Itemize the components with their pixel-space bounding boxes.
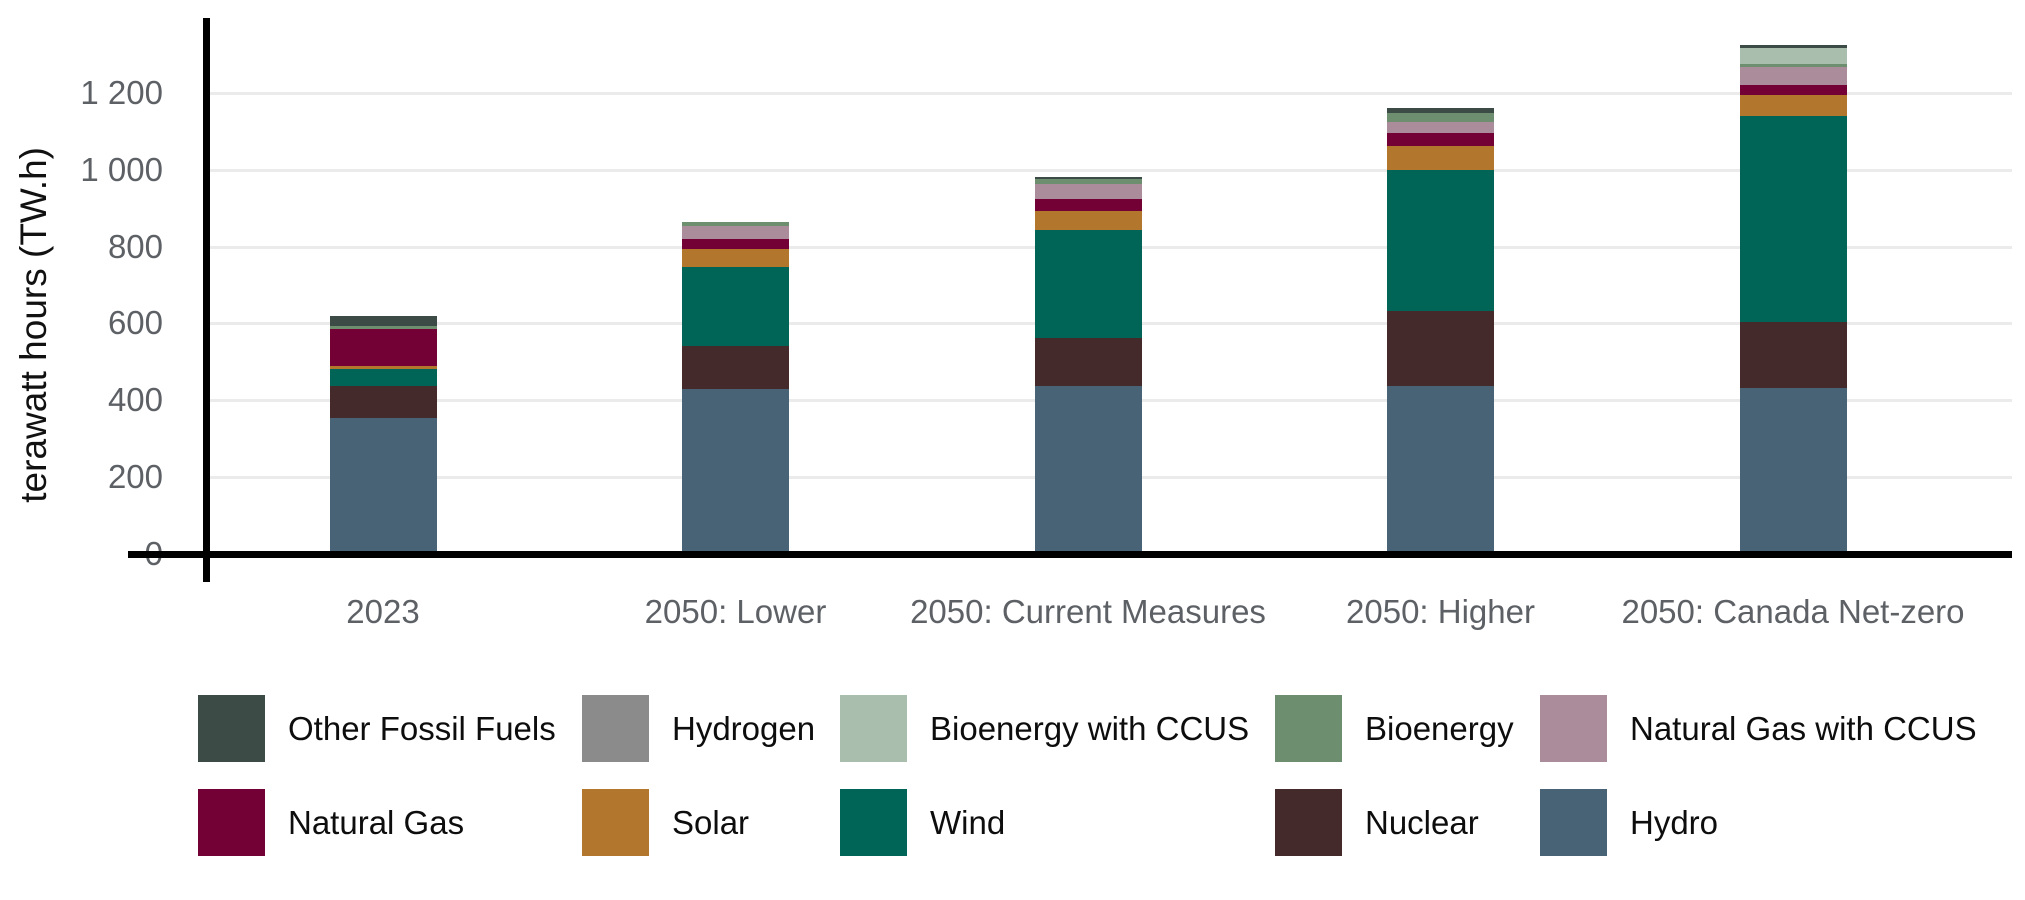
bar-segment-wind xyxy=(1740,116,1847,322)
bar-segment-solar xyxy=(1387,146,1494,170)
x-category-label: 2050: Higher xyxy=(1346,593,1535,630)
legend-swatch-natural-gas xyxy=(198,789,265,856)
bar-segment-natural-gas xyxy=(1740,85,1847,95)
bar-segment-hydro xyxy=(1740,388,1847,554)
legend-swatch-bioenergy xyxy=(1275,695,1342,762)
bar-segment-nuclear xyxy=(1387,311,1494,386)
bar-segment-natural-gas xyxy=(1387,133,1494,146)
y-tick-label: 400 xyxy=(107,381,163,418)
x-category-label: 2050: Lower xyxy=(644,593,827,630)
bar-segment-wind xyxy=(1035,230,1142,338)
x-category-label: 2050: Current Measures xyxy=(910,593,1266,630)
bar-segment-bioenergy xyxy=(1740,64,1847,67)
legend-label-other-fossil-fuels: Other Fossil Fuels xyxy=(288,710,556,747)
bar-segment-nuclear xyxy=(682,346,789,389)
y-tick-label: 1 200 xyxy=(80,74,163,111)
legend-label-bioenergy: Bioenergy xyxy=(1365,710,1514,747)
bar-segment-wind xyxy=(682,267,789,346)
legend-swatch-bioenergy-with-ccus xyxy=(840,695,907,762)
legend-swatch-nuclear xyxy=(1275,789,1342,856)
y-tick-label: 200 xyxy=(107,458,163,495)
legend-swatch-solar xyxy=(582,789,649,856)
bar-segment-natural-gas xyxy=(1035,199,1142,211)
bar-segment-natural-gas-with-ccus xyxy=(1035,184,1142,199)
y-tick-label: 1 000 xyxy=(80,151,163,188)
legend-label-solar: Solar xyxy=(672,804,750,841)
bar-segment-nuclear xyxy=(1740,322,1847,388)
gridline xyxy=(207,169,2012,172)
y-tick-label: 800 xyxy=(107,228,163,265)
y-axis-spine xyxy=(203,18,210,582)
bar-segment-nuclear xyxy=(330,386,437,418)
bar-segment-natural-gas xyxy=(682,239,789,249)
legend-swatch-hydro xyxy=(1540,789,1607,856)
legend-swatch-other-fossil-fuels xyxy=(198,695,265,762)
bar-segment-bioenergy xyxy=(682,222,789,226)
bar-segment-hydro xyxy=(1387,386,1494,554)
x-category-label: 2050: Canada Net-zero xyxy=(1621,593,1965,630)
legend-swatch-natural-gas-with-ccus xyxy=(1540,695,1607,762)
bar-segment-hydro xyxy=(1035,386,1142,554)
bar-segment-nuclear xyxy=(1035,338,1142,386)
y-tick-label: 600 xyxy=(107,304,163,341)
gridline xyxy=(207,92,2012,95)
bar-segment-other-fossil-fuels xyxy=(1035,177,1142,179)
legend-label-natural-gas-with-ccus: Natural Gas with CCUS xyxy=(1630,710,1977,747)
bar-segment-wind xyxy=(330,369,437,386)
bar-segment-bioenergy xyxy=(330,326,437,329)
bar-segment-natural-gas-with-ccus xyxy=(1740,67,1847,85)
bar-segment-bioenergy-with-ccus xyxy=(1740,48,1847,64)
bar-segment-natural-gas-with-ccus xyxy=(682,226,789,239)
bar-segment-bioenergy xyxy=(1035,179,1142,184)
bar-segment-other-fossil-fuels xyxy=(1740,45,1847,48)
legend-swatch-hydrogen xyxy=(582,695,649,762)
bar-segment-natural-gas-with-ccus xyxy=(1387,122,1494,133)
bar-segment-other-fossil-fuels xyxy=(1387,108,1494,113)
legend-label-bioenergy-with-ccus: Bioenergy with CCUS xyxy=(930,710,1250,747)
bar-segment-bioenergy xyxy=(1387,113,1494,122)
legend-label-hydrogen: Hydrogen xyxy=(672,710,816,747)
legend-label-natural-gas: Natural Gas xyxy=(288,804,465,841)
x-axis-line xyxy=(128,551,2012,558)
bar-segment-hydro xyxy=(682,389,789,554)
bar-segment-natural-gas xyxy=(330,329,437,366)
legend-label-wind: Wind xyxy=(930,804,1006,841)
legend-label-hydro: Hydro xyxy=(1630,804,1719,841)
x-category-label: 2023 xyxy=(346,593,420,630)
bar-segment-solar xyxy=(682,249,789,267)
bar-segment-other-fossil-fuels xyxy=(330,316,437,326)
bar-segment-wind xyxy=(1387,170,1494,311)
legend-label-nuclear: Nuclear xyxy=(1365,804,1479,841)
bar-segment-solar xyxy=(1740,95,1847,116)
bar-segment-solar xyxy=(1035,211,1142,230)
bar-segment-solar xyxy=(330,366,437,369)
legend-swatch-wind xyxy=(840,789,907,856)
bar-segment-hydro xyxy=(330,418,437,554)
